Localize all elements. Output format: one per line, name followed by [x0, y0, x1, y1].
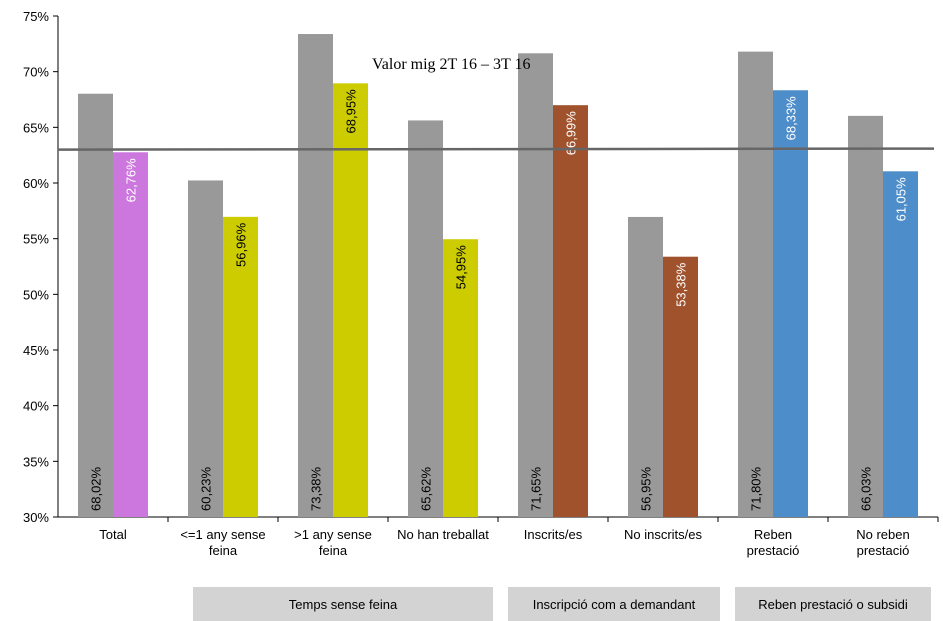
bar-series2 — [663, 256, 698, 517]
bar-series2 — [223, 216, 258, 517]
group-label-1: Inscripció com a demandant — [508, 587, 720, 621]
bar-series2 — [443, 239, 478, 517]
y-tick-label: 50% — [23, 287, 49, 302]
data-label-series2: 66,99% — [564, 111, 579, 156]
data-label-series2: 62,76% — [124, 158, 139, 203]
category-label: >1 any sense — [294, 527, 372, 542]
category-label: No inscrits/es — [624, 527, 703, 542]
y-tick-group: 30% 35% 40% 45% 50% 55% 60% 65% 70% 75% — [23, 9, 58, 525]
y-tick-label: 65% — [23, 120, 49, 135]
reference-line-label: Valor mig 2T 16 – 3T 16 — [372, 56, 531, 73]
data-label-series2: 68,33% — [784, 96, 799, 141]
y-tick-label: 40% — [23, 399, 49, 414]
data-label-series1: 68,02% — [89, 466, 104, 511]
bars-group: 68,02% 62,76% 60,23% 56,96% 73,38% 68,95% 65,6… — [78, 34, 939, 522]
category-label: prestació — [857, 543, 910, 558]
y-tick-label: 55% — [23, 232, 49, 247]
y-tick-label: 30% — [23, 510, 49, 525]
data-label-series1: 56,95% — [639, 466, 654, 511]
y-tick-label: 75% — [23, 9, 49, 24]
category-label: feina — [209, 543, 238, 558]
data-label-series1: 65,62% — [419, 466, 434, 511]
group-label-2: Reben prestació o subsidi — [735, 587, 931, 621]
data-label-series1: 73,38% — [309, 466, 324, 511]
bar-series1 — [848, 115, 883, 517]
bar-series1 — [298, 34, 333, 517]
data-label-series1: 60,23% — [199, 466, 214, 511]
bar-series2 — [883, 171, 918, 517]
y-tick-label: 35% — [23, 454, 49, 469]
group-label-0: Temps sense feina — [193, 587, 493, 621]
bar-series1 — [738, 51, 773, 517]
category-label: feina — [319, 543, 348, 558]
data-label-series2: 56,96% — [234, 222, 249, 267]
data-label-series2: 68,95% — [344, 89, 359, 134]
data-label-series2: 54,95% — [454, 245, 469, 290]
data-label-series1: 71,65% — [529, 466, 544, 511]
category-label: prestació — [747, 543, 800, 558]
category-label: Reben — [754, 527, 792, 542]
data-label-series2: 53,38% — [674, 262, 689, 307]
bar-series1 — [628, 216, 663, 517]
category-label: No han treballat — [397, 527, 489, 542]
y-tick-label: 70% — [23, 65, 49, 80]
reference-line — [57, 147, 935, 151]
bar-series2 — [333, 83, 368, 518]
y-tick-label: 60% — [23, 176, 49, 191]
bar-series2 — [773, 90, 808, 517]
category-label: No reben — [856, 527, 909, 542]
reference-line-group: Valor mig 2T 16 – 3T 16 — [57, 56, 935, 151]
bar-series1 — [408, 120, 443, 517]
category-label: Inscrits/es — [524, 527, 583, 542]
category-label: <=1 any sense — [180, 527, 265, 542]
y-tick-label: 45% — [23, 343, 49, 358]
bar-series1 — [188, 180, 223, 517]
bar-series2 — [553, 105, 588, 517]
bar-series1 — [78, 93, 113, 517]
bar-series1 — [518, 53, 553, 518]
data-label-series1: 66,03% — [859, 466, 874, 511]
category-label: Total — [99, 527, 127, 542]
data-label-series1: 71,80% — [749, 466, 764, 511]
bar-chart: 30% 35% 40% 45% 50% 55% 60% 65% 70% 75% 68,02% 62,… — [23, 9, 939, 558]
data-label-series2: 61,05% — [894, 177, 909, 222]
bar-series2 — [113, 152, 148, 517]
